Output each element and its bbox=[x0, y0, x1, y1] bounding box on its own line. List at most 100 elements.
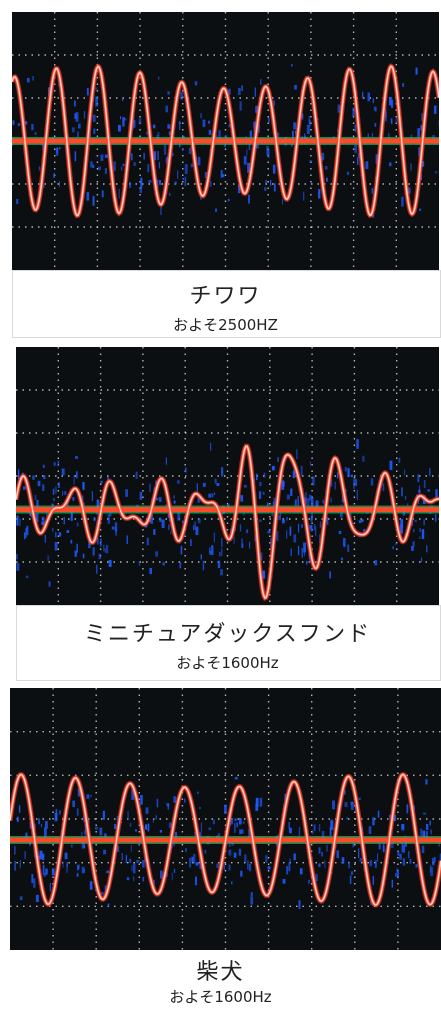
noise-speck bbox=[329, 571, 331, 579]
noise-speck bbox=[372, 98, 375, 104]
noise-speck bbox=[159, 517, 162, 523]
noise-speck bbox=[114, 522, 118, 532]
noise-speck bbox=[298, 826, 301, 837]
noise-speck bbox=[410, 134, 413, 139]
noise-speck bbox=[139, 491, 143, 500]
noise-speck bbox=[103, 849, 107, 855]
noise-speck bbox=[148, 180, 152, 183]
noise-speck bbox=[255, 473, 258, 481]
baseline-trace bbox=[16, 507, 439, 513]
noise-speck bbox=[218, 130, 221, 140]
noise-speck bbox=[394, 873, 397, 877]
noise-speck bbox=[321, 830, 325, 839]
noise-speck bbox=[175, 831, 177, 838]
noise-speck bbox=[133, 863, 136, 874]
noise-speck bbox=[208, 547, 211, 554]
noise-speck bbox=[221, 538, 223, 548]
noise-speck bbox=[318, 863, 321, 867]
noise-speck bbox=[337, 104, 341, 113]
noise-speck bbox=[155, 497, 159, 501]
noise-speck bbox=[58, 482, 60, 489]
noise-speck bbox=[334, 481, 336, 490]
noise-speck bbox=[356, 157, 359, 166]
noise-speck bbox=[375, 109, 377, 112]
noise-speck bbox=[113, 161, 116, 172]
noise-speck bbox=[25, 575, 29, 579]
noise-speck bbox=[429, 467, 431, 477]
noise-speck bbox=[425, 831, 428, 839]
noise-speck bbox=[156, 798, 159, 808]
noise-speck bbox=[181, 148, 184, 151]
noise-speck bbox=[75, 112, 79, 122]
noise-speck bbox=[64, 852, 68, 860]
noise-speck bbox=[350, 871, 354, 875]
noise-speck bbox=[157, 151, 159, 161]
noise-speck bbox=[349, 875, 352, 885]
noise-speck bbox=[200, 196, 202, 200]
noise-speck bbox=[427, 489, 431, 492]
noise-speck bbox=[124, 118, 127, 121]
noise-speck bbox=[420, 828, 423, 836]
noise-speck bbox=[26, 77, 30, 83]
noise-speck bbox=[426, 545, 428, 553]
noise-speck bbox=[324, 166, 328, 170]
noise-speck bbox=[240, 495, 244, 502]
noise-speck bbox=[305, 492, 307, 502]
noise-speck bbox=[89, 881, 93, 890]
noise-speck bbox=[407, 503, 409, 506]
noise-speck bbox=[86, 192, 90, 201]
noise-speck bbox=[142, 859, 145, 868]
noise-speck bbox=[19, 896, 23, 901]
noise-speck bbox=[260, 78, 262, 85]
noise-speck bbox=[248, 143, 251, 150]
noise-speck bbox=[388, 162, 392, 167]
noise-speck bbox=[230, 881, 233, 885]
noise-speck bbox=[31, 874, 34, 884]
noise-speck bbox=[241, 829, 244, 834]
noise-speck bbox=[16, 199, 19, 204]
noise-speck bbox=[346, 171, 350, 175]
noise-speck bbox=[421, 845, 425, 854]
noise-speck bbox=[62, 861, 64, 868]
noise-speck bbox=[247, 162, 251, 173]
noise-speck bbox=[184, 176, 187, 186]
noise-speck bbox=[73, 475, 75, 485]
oscilloscope-panel-2: ミニチュアダックスフンド およそ1600Hz bbox=[0, 345, 441, 681]
grid bbox=[12, 12, 439, 270]
noise-speck bbox=[180, 545, 183, 555]
noise-speck bbox=[92, 547, 95, 556]
noise-speck bbox=[312, 476, 315, 486]
noise-speck bbox=[433, 105, 437, 114]
noise-speck bbox=[434, 171, 438, 174]
noise-speck bbox=[91, 491, 93, 502]
noise-speck bbox=[340, 557, 344, 561]
noise-speck bbox=[197, 791, 199, 794]
noise-speck bbox=[107, 476, 110, 481]
noise-speck bbox=[367, 133, 369, 138]
noise-speck bbox=[100, 480, 103, 484]
noise-speck bbox=[36, 499, 39, 509]
noise-speck bbox=[140, 177, 143, 188]
noise-speck bbox=[93, 128, 96, 135]
noise-speck bbox=[321, 851, 323, 857]
noise-speck bbox=[34, 494, 37, 501]
noise-speck bbox=[377, 853, 379, 862]
noise-speck bbox=[171, 872, 173, 881]
waveform-core bbox=[12, 65, 439, 217]
noise-speck bbox=[309, 524, 313, 530]
noise-speck bbox=[270, 180, 272, 186]
noise-speck bbox=[57, 460, 60, 467]
noise-speck bbox=[188, 147, 192, 154]
noise-speck bbox=[368, 826, 372, 834]
noise-speck bbox=[338, 530, 342, 535]
noise-speck bbox=[430, 867, 434, 877]
noise-speck bbox=[400, 519, 404, 529]
noise-speck bbox=[309, 160, 313, 163]
noise-speck bbox=[193, 525, 195, 531]
noise-speck bbox=[228, 88, 231, 95]
noise-speck bbox=[104, 168, 108, 174]
frequency-label-2: およそ1600Hz bbox=[176, 654, 279, 672]
noise-speck bbox=[220, 170, 223, 178]
noise-speck bbox=[438, 841, 440, 847]
noise-speck bbox=[196, 483, 198, 492]
